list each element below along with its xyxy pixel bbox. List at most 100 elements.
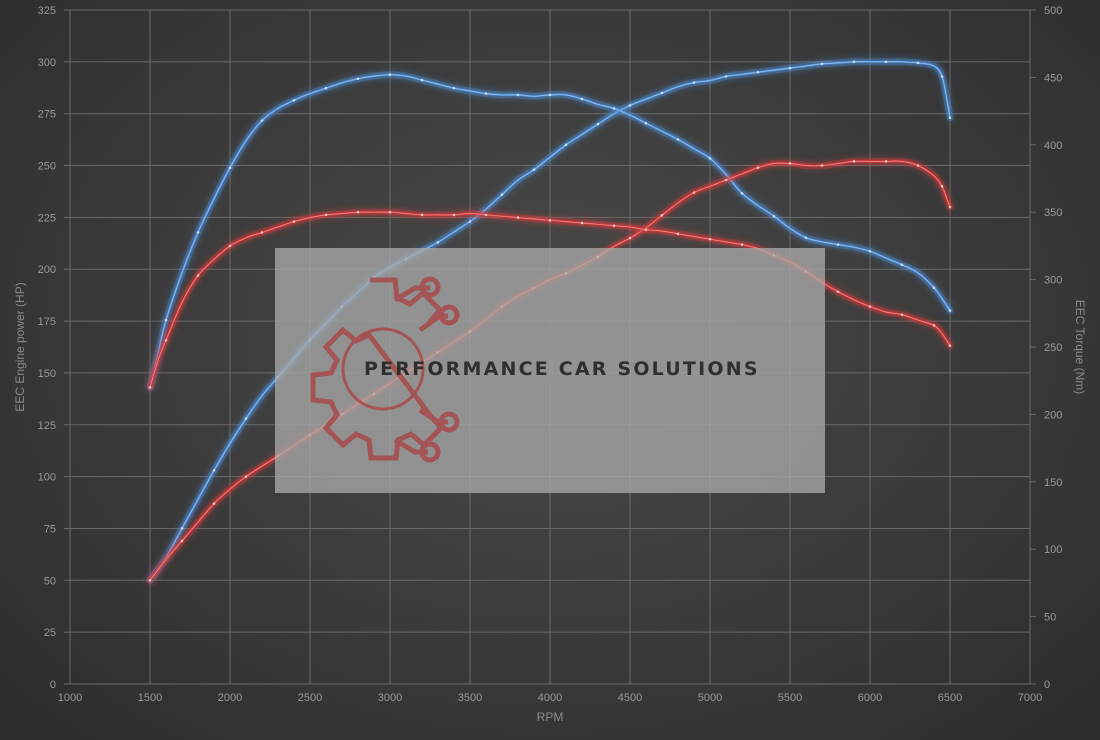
data-point [420, 213, 424, 217]
data-point [756, 70, 760, 74]
x-tick-label: 5000 [698, 692, 722, 704]
data-point [292, 220, 296, 223]
y-tick-label-right: 100 [1044, 544, 1062, 556]
data-point [244, 475, 248, 478]
y-tick-label-right: 150 [1044, 477, 1062, 489]
data-point [692, 81, 696, 84]
y-tick-label-left: 300 [38, 57, 56, 69]
x-axis-label: RPM [537, 710, 564, 724]
x-tick-label: 4500 [618, 692, 642, 704]
y-tick-label-left: 75 [44, 523, 56, 535]
x-tick-label: 5500 [778, 692, 802, 704]
y-tick-label-left: 25 [44, 627, 56, 639]
y-axis-label-left: EEC Engine power (HP) [13, 282, 27, 411]
y-tick-label-right: 0 [1044, 679, 1050, 691]
x-tick-label: 7000 [1018, 692, 1042, 704]
data-point [164, 318, 168, 322]
y-tick-label-right: 300 [1044, 275, 1062, 287]
data-point [852, 60, 856, 64]
data-point [500, 193, 504, 196]
data-point [660, 91, 664, 95]
data-point [484, 213, 488, 217]
data-point [724, 178, 728, 182]
data-point [676, 138, 680, 141]
data-point [884, 60, 888, 64]
data-point [900, 313, 904, 316]
data-point [692, 191, 696, 194]
y-tick-label-left: 225 [38, 212, 56, 224]
data-point [468, 220, 472, 223]
data-point [388, 73, 392, 77]
x-tick-label: 1000 [58, 692, 82, 704]
data-point [532, 168, 536, 171]
data-point [516, 93, 520, 97]
y-tick-label-right: 450 [1044, 72, 1062, 84]
y-tick-label-right: 250 [1044, 342, 1062, 354]
y-tick-label-left: 125 [38, 420, 56, 432]
data-point [356, 210, 360, 214]
data-point [868, 249, 872, 253]
y-tick-label-left: 0 [50, 679, 56, 691]
watermark: PERFORMANCE CAR SOLUTIONS [275, 248, 825, 493]
data-point [164, 338, 168, 342]
data-point [900, 263, 904, 267]
y-axis-label-right: EEC Torque (Nm) [1073, 300, 1087, 394]
data-point [820, 62, 824, 66]
data-point [324, 213, 328, 217]
data-point [644, 228, 648, 232]
data-point [804, 236, 808, 240]
data-point [196, 231, 200, 234]
data-point [836, 243, 840, 246]
data-point [324, 86, 328, 90]
data-point [596, 122, 600, 126]
data-point [516, 216, 520, 219]
data-point [948, 116, 952, 120]
data-point [388, 210, 392, 214]
data-point [228, 166, 232, 170]
data-point [292, 99, 296, 102]
y-tick-label-right: 50 [1044, 612, 1056, 624]
tick-labels: 1000 1500 2000 2500 3000 3500 4000 4500 5000 5500… [38, 5, 1063, 704]
data-point [612, 224, 616, 227]
data-point [644, 121, 648, 125]
data-point [836, 290, 840, 294]
x-tick-label: 3500 [458, 692, 482, 704]
y-tick-label-left: 200 [38, 264, 56, 276]
x-tick-label: 6000 [858, 692, 882, 704]
watermark-panel [275, 248, 825, 493]
data-point [628, 104, 632, 107]
data-point [260, 119, 264, 122]
data-point [788, 162, 792, 165]
data-point [212, 469, 216, 472]
series-line-tuned-torque-group [146, 71, 954, 391]
data-point [724, 75, 728, 78]
x-tick-label: 4000 [538, 692, 562, 704]
y-tick-label-left: 175 [38, 316, 56, 328]
data-point [244, 417, 248, 420]
x-tick-label: 6500 [938, 692, 962, 704]
data-point [948, 205, 952, 209]
data-point [628, 236, 632, 240]
data-point [884, 160, 888, 163]
x-tick-label: 2500 [298, 692, 322, 704]
y-tick-label-right: 350 [1044, 207, 1062, 219]
data-point [148, 386, 152, 389]
data-point [676, 232, 680, 236]
data-point [740, 192, 744, 195]
data-point [940, 75, 944, 78]
data-point [788, 66, 792, 70]
data-point [148, 579, 152, 582]
data-point [948, 344, 952, 347]
y-tick-label-right: 400 [1044, 140, 1062, 152]
series-line-stock-torque-group [146, 208, 954, 391]
data-point [452, 86, 456, 90]
data-point [708, 156, 712, 160]
y-tick-label-left: 325 [38, 5, 56, 17]
data-point [548, 218, 552, 222]
data-point [820, 164, 824, 167]
data-point [932, 324, 936, 327]
data-point [932, 286, 936, 289]
data-point [452, 213, 456, 217]
data-point [660, 214, 664, 217]
